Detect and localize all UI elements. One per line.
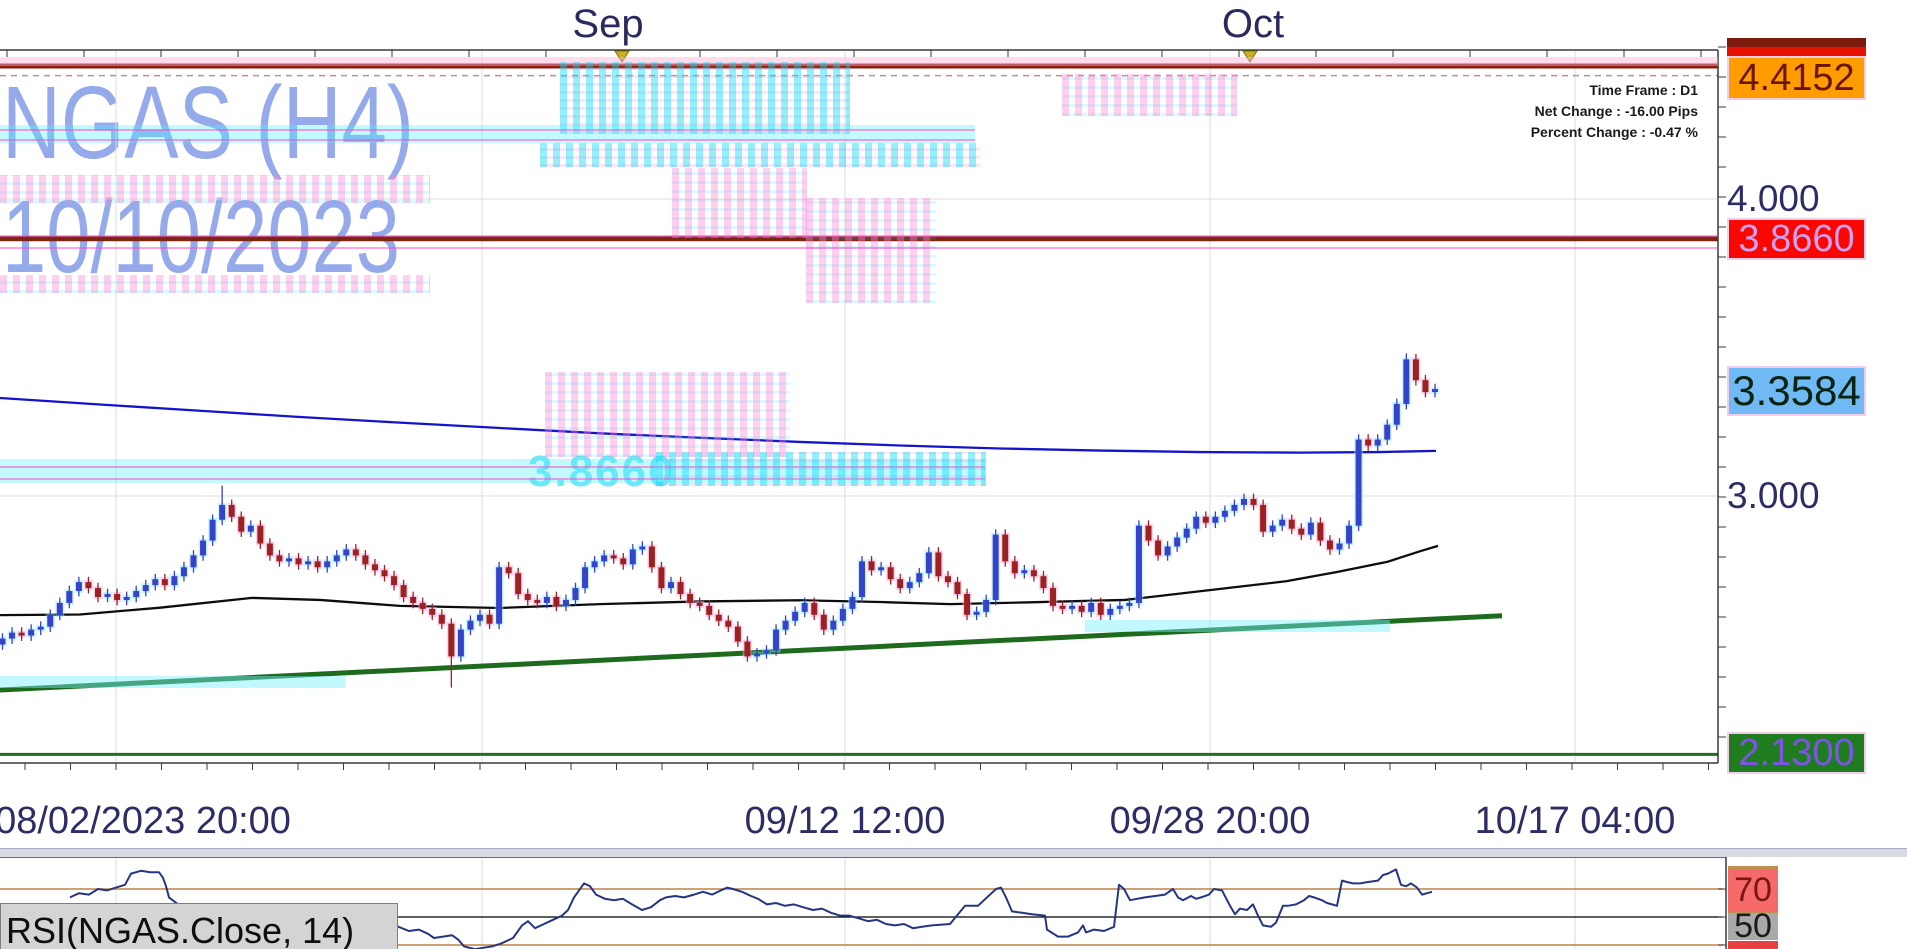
price-badge-value: 3.3584 [1732,367,1861,414]
price-badge-value: 4.4152 [1738,56,1855,99]
rsi-indicator-label: RSI(NGAS.Close, 14) [0,903,398,949]
axes-layer [0,46,1726,770]
info-percent-change: Percent Change : -0.47 % [1530,124,1698,140]
svg-text:3.8660: 3.8660 [528,447,675,496]
gridline-layer [0,50,1718,949]
month-label-oct: Oct [1221,2,1285,46]
rsi-badge-value: 70 [1734,871,1772,909]
ghost-text-layer: 3.8660 [528,447,675,496]
chart-info-panel: Time Frame : D1 Net Change : -16.00 Pips… [1531,80,1698,143]
panel-separator [0,848,1907,857]
info-net-change: Net Change : -16.00 Pips [1534,103,1698,119]
month-label-sep: Sep [572,2,644,46]
rsi-badge-70: 70 [1728,869,1778,912]
price-badge-value: 3.8660 [1738,217,1855,260]
price-badge-44152: 4.4152 [1727,56,1866,100]
rsi-badge-value: 50 [1734,913,1772,940]
price-badge-current-33584: 3.3584 [1727,366,1866,416]
level-lines-layer [0,63,1718,756]
price-badge-38660: 3.8660 [1727,218,1866,260]
date-label-0912: 09/12 12:00 [744,800,946,842]
rsi-badge-30-clipped [1728,941,1778,949]
ghost-artifact [1727,47,1866,57]
price-axis-label-4000: 4.000 [1727,178,1820,219]
price-axis-label-3000: 3.000 [1727,475,1820,516]
candles-layer [0,353,1440,688]
date-label-0928: 09/28 20:00 [1109,800,1311,842]
rsi-indicator-label-text: RSI(NGAS.Close, 14) [6,910,355,949]
month-marker-layer [614,50,1258,63]
ghost-artifact [1727,38,1866,47]
watermark-symbol: NGAS (H4) [2,65,414,180]
date-label-1017: 10/17 04:00 [1474,800,1676,842]
ghost-artifact [1728,866,1778,870]
price-badge-21300: 2.1300 [1727,732,1866,774]
info-time-frame: Time Frame : D1 [1589,82,1698,98]
moving-average-layer [0,396,1439,617]
rsi-badge-50: 50 [1728,913,1778,940]
price-badge-value: 2.1300 [1738,731,1855,774]
date-label-0802: 08/02/2023 20:00 [0,800,291,842]
